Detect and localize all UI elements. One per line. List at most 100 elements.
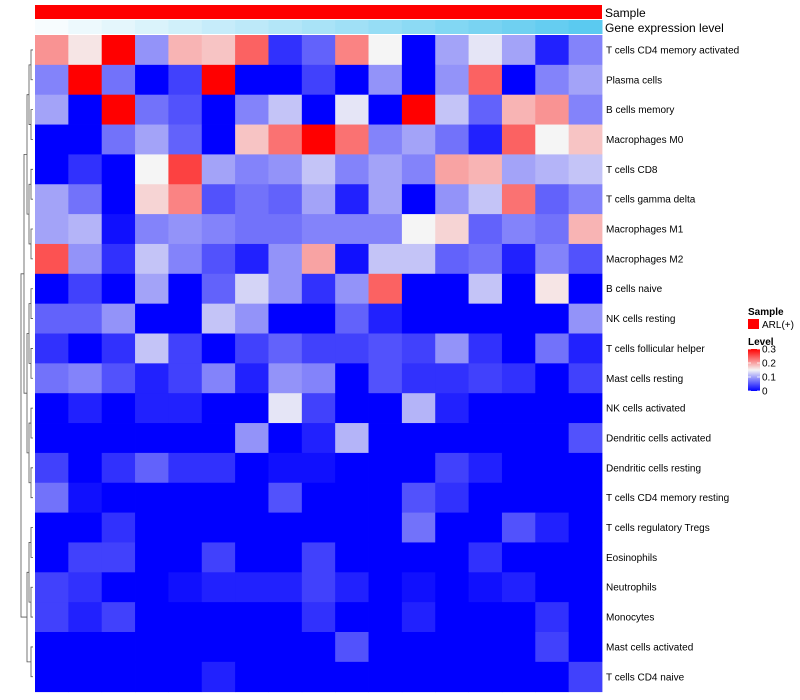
heatmap-cell — [368, 333, 403, 364]
heatmap-cell — [135, 542, 169, 573]
heatmap-cell — [568, 35, 603, 66]
gene-track-cell — [235, 20, 269, 34]
heatmap-cell — [468, 393, 503, 424]
heatmap-cell — [101, 214, 136, 245]
heatmap-cell — [135, 94, 169, 125]
heatmap-cell — [568, 214, 603, 245]
heatmap-cell — [68, 124, 103, 155]
heatmap-cell — [468, 423, 503, 454]
heatmap-cell — [68, 661, 103, 693]
heatmap-cell — [335, 423, 369, 454]
heatmap-cell — [301, 243, 336, 275]
heatmap-cell — [101, 243, 136, 275]
heatmap-cell — [535, 452, 570, 484]
gene-track-cell — [368, 20, 403, 34]
heatmap-cell — [368, 452, 403, 484]
heatmap-cell — [435, 452, 469, 484]
heatmap-cell — [168, 184, 203, 215]
heatmap-cell — [368, 184, 403, 215]
row-label: Monocytes — [606, 613, 654, 624]
heatmap-cell — [235, 184, 269, 215]
heatmap-cell — [235, 94, 269, 125]
heatmap-cell — [235, 124, 269, 155]
heatmap-cell — [535, 214, 570, 245]
heatmap-cell — [401, 214, 436, 245]
heatmap-cell — [101, 632, 136, 663]
heatmap-cell — [235, 482, 269, 513]
heatmap-cell — [135, 154, 169, 185]
heatmap-cell — [535, 512, 570, 543]
heatmap-cell — [501, 124, 536, 155]
heatmap-cell — [301, 94, 336, 125]
heatmap-cell — [568, 303, 603, 334]
heatmap-cell — [68, 572, 103, 603]
heatmap-cell — [468, 572, 503, 603]
dendrogram-branch — [30, 168, 33, 200]
heatmap-cell — [101, 452, 136, 484]
gene-track-cell — [168, 20, 203, 34]
heatmap-cell — [468, 154, 503, 185]
heatmap-cell — [68, 184, 103, 215]
heatmap-cell — [435, 572, 469, 603]
dendrogram-branch — [30, 527, 33, 558]
heatmap-cell — [568, 64, 603, 96]
heatmap-cell — [435, 602, 469, 633]
heatmap-cell — [268, 602, 303, 633]
heatmap-cell — [168, 423, 203, 454]
heatmap-cell — [501, 35, 536, 66]
heatmap-cell — [101, 572, 136, 603]
heatmap-cell — [535, 273, 570, 305]
heatmap-cell — [335, 124, 369, 155]
heatmap-cell — [268, 661, 303, 693]
heatmap-cell — [101, 154, 136, 185]
heatmap-cell — [101, 184, 136, 215]
heatmap-cell — [501, 363, 536, 394]
heatmap-cell — [235, 363, 269, 394]
heatmap-cell — [201, 333, 236, 364]
heatmap-cell — [301, 423, 336, 454]
heatmap-cell — [535, 542, 570, 573]
heatmap-cell — [35, 512, 69, 543]
heatmap-cell — [101, 273, 136, 305]
heatmap-cell — [268, 363, 303, 394]
heatmap-cell — [301, 393, 336, 424]
heatmap-cell — [468, 333, 503, 364]
heatmap-cell — [401, 124, 436, 155]
heatmap-cell — [268, 303, 303, 334]
heatmap-cell — [168, 393, 203, 424]
heatmap-cell — [301, 273, 336, 305]
heatmap-cell — [535, 333, 570, 364]
heatmap-cell — [568, 602, 603, 633]
heatmap-cell — [135, 572, 169, 603]
heatmap-cell — [535, 423, 570, 454]
heatmap-cell — [435, 154, 469, 185]
heatmap-cell — [35, 94, 69, 125]
heatmap-cell — [568, 273, 603, 305]
heatmap-cell — [135, 35, 169, 66]
heatmap-cell — [501, 303, 536, 334]
heatmap-cell — [235, 452, 269, 484]
heatmap-cell — [35, 482, 69, 513]
heatmap-cell — [235, 273, 269, 305]
heatmap-cell — [335, 184, 369, 215]
heatmap-cell — [35, 35, 69, 66]
heatmap-cell — [268, 423, 303, 454]
heatmap-cell — [68, 482, 103, 513]
heatmap-cell — [168, 482, 203, 513]
heatmap-cell — [201, 661, 236, 693]
heatmap-cell — [401, 452, 436, 484]
heatmap-cell — [368, 273, 403, 305]
heatmap-cell — [135, 452, 169, 484]
heatmap-cell — [401, 542, 436, 573]
heatmap-cell — [135, 632, 169, 663]
heatmap-cell — [135, 602, 169, 633]
heatmap-cell — [68, 64, 103, 96]
heatmap-cell — [268, 214, 303, 245]
heatmap-cell — [68, 632, 103, 663]
heatmap-cell — [135, 363, 169, 394]
heatmap-cell — [35, 632, 69, 663]
dendrogram-branch — [30, 109, 33, 140]
heatmap-cell — [568, 363, 603, 394]
row-label: NK cells resting — [606, 314, 675, 325]
heatmap-cell — [35, 273, 69, 305]
